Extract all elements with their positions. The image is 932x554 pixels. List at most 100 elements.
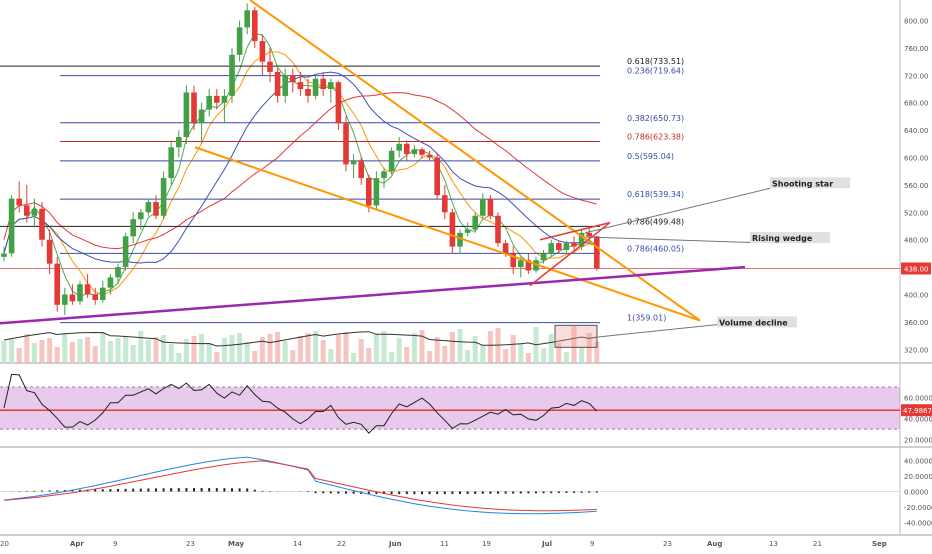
volume-bar	[259, 337, 265, 363]
fib-level-label: 1(359.01)	[627, 314, 666, 323]
fibonacci-levels: 0.618(733.51)0.236(719.64) 0.382(650.73) 0…	[0, 57, 684, 324]
volume-bar	[594, 342, 600, 363]
candle-body	[381, 171, 387, 179]
volume-bar	[229, 335, 235, 363]
candle-body	[350, 160, 357, 165]
volume-bar	[252, 351, 258, 363]
rsi-tick-label: 60.0000	[904, 395, 932, 403]
candle-body	[525, 260, 532, 271]
volume-bar	[39, 340, 45, 363]
candle-body	[138, 212, 144, 220]
fib-level-label: 0.618(539.34)	[627, 190, 684, 199]
volume-bar	[221, 338, 227, 363]
time-tick-label: Jun	[388, 540, 402, 548]
candle-body	[434, 157, 440, 196]
volume-bar	[465, 350, 471, 363]
candle-body	[366, 178, 372, 206]
volume-bar	[282, 341, 288, 363]
annotation-pointer	[584, 236, 751, 243]
volume-bar	[449, 332, 455, 363]
annotation-label: Rising wedge	[752, 234, 813, 243]
trend-lines	[0, 0, 771, 348]
volume-bar	[579, 347, 585, 363]
price-tick-label: 760.00	[904, 45, 929, 53]
candle-body	[145, 202, 152, 213]
candle-body	[77, 284, 83, 302]
candle-body	[578, 232, 585, 247]
price-tick-label: 480.00	[904, 237, 929, 245]
time-tick-label: May	[228, 540, 244, 548]
annotations: Shooting star Rising wedge Volume decline	[717, 177, 850, 328]
candle-body	[46, 239, 53, 264]
falling-wedge-lower	[194, 146, 701, 322]
support-trendline	[0, 265, 746, 325]
candle-body	[548, 243, 554, 254]
candle-body	[571, 243, 577, 247]
candle-body	[92, 294, 98, 300]
volume-bar	[510, 335, 516, 363]
volume-bar	[434, 337, 440, 363]
candle-body	[312, 78, 319, 96]
candle-body	[130, 219, 136, 237]
candle-body	[335, 82, 342, 124]
macd-tick-label: -20.0000	[904, 504, 932, 512]
candle-body	[426, 154, 433, 158]
candle-body	[282, 75, 288, 96]
volume-bar	[335, 335, 341, 363]
candle-body	[183, 92, 190, 137]
volume-bar	[556, 343, 562, 363]
time-tick-label: Apr	[70, 540, 84, 548]
volume-bar	[85, 337, 91, 363]
macd-signal-line	[3, 460, 597, 512]
volume-bar	[1, 341, 7, 363]
volume-bar	[320, 340, 326, 363]
fib-level-label: 0.786(623.38)	[627, 133, 684, 142]
macd-tick-label: 40.0000	[904, 458, 932, 466]
volume-bar	[389, 352, 395, 363]
candle-body	[305, 89, 311, 96]
candle-body	[115, 267, 121, 278]
fib-level-label: 0.382(650.73)	[627, 114, 684, 123]
volume-bar	[16, 348, 22, 363]
current-price-badge	[901, 262, 931, 275]
rsi-pane: 20.0000 40.0000 60.0000 47.9867	[0, 373, 932, 445]
fib-level-label: 0.236(719.64)	[627, 67, 684, 76]
price-tick-label: 680.00	[904, 100, 929, 108]
volume-bar	[487, 331, 493, 363]
volume-bar	[503, 349, 509, 363]
candle-body	[160, 178, 167, 216]
volume-bar	[267, 334, 273, 363]
time-tick-label: 23	[186, 540, 195, 548]
candle-body	[69, 294, 76, 302]
volume-decline-box	[554, 324, 598, 348]
macd-tick-label: -40.0000	[904, 519, 932, 527]
candle-body	[290, 75, 296, 83]
volume-bar	[31, 343, 37, 363]
volume-bar	[518, 344, 524, 363]
fib-level-label: 0.618(733.51)	[627, 57, 684, 66]
candle-body	[107, 277, 114, 288]
candle-body	[39, 208, 45, 240]
price-tick-label: 560.00	[904, 182, 929, 190]
candle-body	[191, 92, 197, 124]
candle-body	[419, 149, 425, 155]
price-tick-label: 400.00	[904, 292, 929, 300]
volume-bar	[480, 345, 486, 363]
volume-bar	[351, 353, 357, 363]
volume-bar	[297, 336, 303, 363]
candle-body	[388, 150, 395, 172]
volume-bar	[358, 339, 364, 363]
time-tick-label: 14	[293, 540, 302, 548]
candle-body	[54, 263, 60, 305]
price-axis: 320.00360.00400.00440.00480.00520.00560.…	[901, 18, 931, 354]
candle-body	[24, 205, 30, 216]
rising-wedge-lower	[529, 222, 611, 287]
volume-bar	[191, 336, 197, 363]
candle-body	[411, 149, 418, 155]
candle-body	[1, 253, 7, 257]
candles	[1, 3, 600, 316]
price-tick-label: 800.00	[904, 18, 929, 26]
